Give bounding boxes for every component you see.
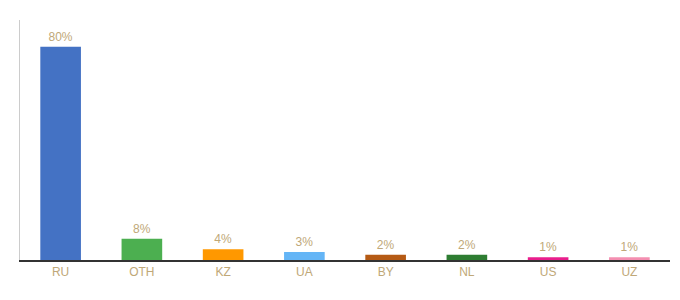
svg-text:RU: RU (52, 265, 69, 279)
svg-text:NL: NL (459, 265, 475, 279)
svg-text:1%: 1% (539, 240, 557, 254)
svg-text:UA: UA (296, 265, 313, 279)
svg-text:2%: 2% (377, 238, 395, 252)
svg-text:KZ: KZ (215, 265, 230, 279)
svg-text:UZ: UZ (621, 265, 637, 279)
svg-text:8%: 8% (133, 222, 151, 236)
svg-text:80%: 80% (48, 30, 72, 44)
svg-text:BY: BY (378, 265, 394, 279)
svg-text:OTH: OTH (129, 265, 154, 279)
svg-text:3%: 3% (296, 235, 314, 249)
svg-text:1%: 1% (621, 240, 639, 254)
svg-text:US: US (540, 265, 557, 279)
svg-text:2%: 2% (458, 238, 476, 252)
svg-text:4%: 4% (214, 232, 232, 246)
